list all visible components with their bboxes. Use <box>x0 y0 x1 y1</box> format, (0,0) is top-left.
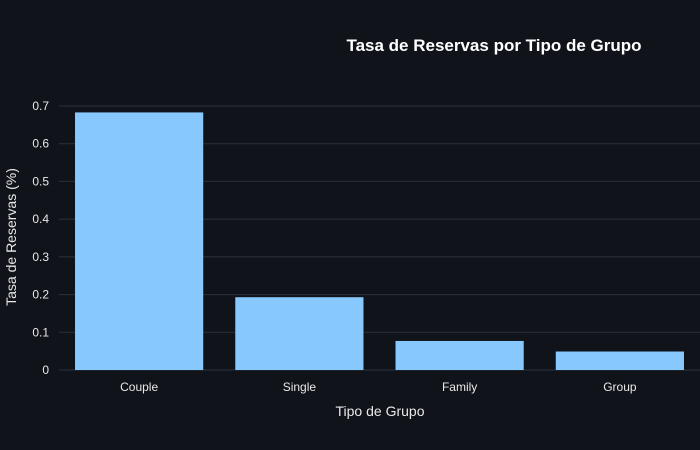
y-tick-label: 0.4 <box>32 212 49 226</box>
y-tick-label: 0.6 <box>32 137 49 151</box>
bar-family <box>395 340 524 370</box>
y-tick-label: 0.3 <box>32 250 49 264</box>
y-tick-label: 0 <box>42 363 49 377</box>
x-tick-label: Couple <box>120 380 158 394</box>
bars <box>75 112 684 370</box>
y-tick-label: 0.7 <box>32 99 49 113</box>
x-tick-label: Single <box>283 380 317 394</box>
bar-couple <box>75 112 204 370</box>
y-tick-label: 0.2 <box>32 288 49 302</box>
x-axis-title: Tipo de Grupo <box>336 403 425 419</box>
x-axis-ticks: Couple Single Family Group <box>120 380 637 394</box>
chart-title: Tasa de Reservas por Tipo de Grupo <box>346 36 641 55</box>
bar-group <box>555 351 684 370</box>
x-tick-label: Group <box>603 380 637 394</box>
y-axis-title: Tasa de Reservas (%) <box>3 168 19 306</box>
y-tick-label: 0.5 <box>32 174 49 188</box>
y-tick-label: 0.1 <box>32 325 49 339</box>
bar-single <box>235 297 364 370</box>
y-axis-ticks: 0 0.1 0.2 0.3 0.4 0.5 0.6 0.7 <box>32 99 49 377</box>
x-tick-label: Family <box>442 380 477 394</box>
